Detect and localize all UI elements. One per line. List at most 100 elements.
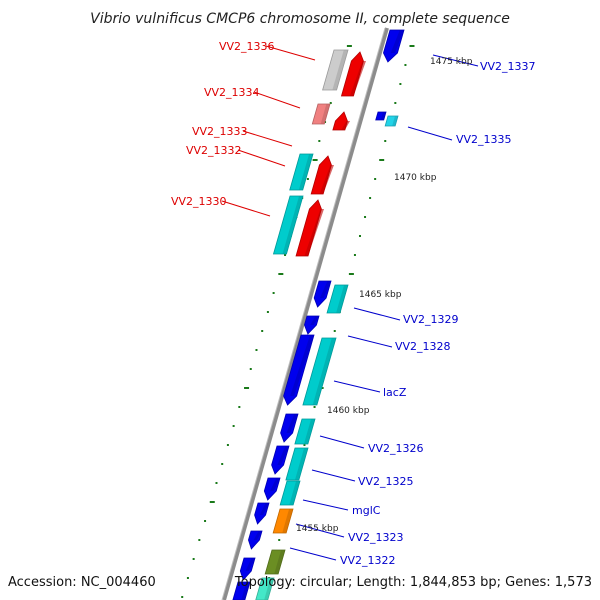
gene-blue-2-shade: [310, 316, 319, 325]
gene-blue-4: [271, 445, 290, 475]
gene-VV2_1323: [272, 508, 294, 534]
tick-mark: [272, 292, 275, 294]
callout-line: [319, 435, 365, 449]
callout-line: [295, 523, 345, 538]
gene-VV2_1328: [302, 337, 337, 406]
gene-VV2_1335-a: [375, 111, 387, 121]
gene-VV2_1330-shade: [304, 209, 324, 256]
callout-line: [333, 380, 381, 393]
chromosome-backbone-highlight: [221, 27, 386, 600]
gene-blue-4-shade: [277, 446, 289, 465]
gene-VV2_1330-blue-shade: [319, 281, 331, 298]
tick-mark: [209, 501, 215, 503]
callout-line: [311, 469, 356, 482]
gene-label-VV2_1333[interactable]: VV2_1333: [192, 125, 248, 138]
tick-mark: [313, 406, 316, 408]
gene-blue-3: [280, 413, 299, 443]
tick-mark: [329, 102, 332, 104]
gene-track: [232, 29, 405, 600]
tick-mark: [303, 444, 306, 446]
tick-mark: [399, 83, 402, 85]
gene-cyan-a-shade: [298, 154, 313, 190]
gene-label-VV2_1330[interactable]: VV2_1330: [171, 195, 227, 208]
gene-VV2_1330-blue: [313, 280, 332, 308]
gene-VV2_1336: [340, 51, 366, 97]
gene-VV2_1328-shade: [312, 338, 336, 405]
callout-line: [353, 307, 401, 321]
gene-cyan-b: [272, 195, 304, 255]
callout-line: [242, 130, 293, 147]
tick-mark: [255, 349, 258, 351]
tick-mark: [186, 577, 189, 579]
topology-text: Topology: circular; Length: 1,844,853 bp…: [234, 575, 592, 590]
gene-teal-bottom: [255, 577, 275, 600]
gene-VV2_1325-shade: [294, 448, 308, 480]
gene-blue-5-shade: [270, 478, 280, 491]
gene-VV2_1335-b: [384, 115, 399, 127]
tick-mark: [284, 254, 287, 256]
gene-label-VV2_1326[interactable]: VV2_1326: [368, 442, 424, 455]
gene-VV2_1334-shade: [320, 104, 330, 124]
callout-line: [221, 200, 271, 217]
scale-label-1475: 1475 kbp: [430, 57, 473, 67]
tick-mark: [261, 330, 264, 332]
callout-line: [237, 149, 286, 167]
scale-label-1470: 1470 kbp: [394, 173, 437, 183]
gene-blue-9-shade: [241, 582, 250, 600]
tick-mark: [278, 273, 284, 275]
gene-label-VV2_1332[interactable]: VV2_1332: [186, 144, 242, 157]
scale-label-1455: 1455 kbp: [296, 524, 339, 534]
gene-blue-6: [254, 502, 270, 525]
tick-mark: [333, 330, 336, 332]
gene-VV2_1332: [310, 155, 334, 195]
gene-label-VV2_1335[interactable]: VV2_1335: [456, 133, 512, 146]
gene-blue-9: [232, 581, 251, 600]
tick-mark: [306, 178, 309, 180]
gene-blue-3-shade: [286, 414, 298, 433]
gene-label-VV2_1336[interactable]: VV2_1336: [219, 40, 275, 53]
tick-mark: [346, 45, 352, 47]
gene-lacZ-blue-shade: [290, 335, 314, 396]
gene-label-VV2_1323[interactable]: VV2_1323: [348, 531, 404, 544]
accession-text: Accession: NC_004460: [8, 575, 156, 590]
gene-VV2_1330: [295, 199, 324, 257]
gene-VV2_1330-body: [295, 199, 322, 257]
gene-VV2_1336-body: [340, 51, 364, 97]
gene-label-VV2_1334[interactable]: VV2_1334: [204, 86, 260, 99]
gene-label-VV2_1322[interactable]: VV2_1322: [340, 554, 396, 567]
gene-VV2_1322: [264, 549, 286, 575]
gene-VV2_1332-shade: [319, 165, 334, 194]
gene-VV2_1335-a-shade: [380, 112, 386, 120]
gene-label-mglC[interactable]: mglC: [352, 504, 381, 517]
label-callouts: [221, 45, 479, 561]
gene-VV2_1333-body: [332, 111, 348, 131]
gene-VV2_1337: [383, 29, 405, 63]
gene-VV2_1333: [332, 111, 350, 131]
gene-blue-7-shade: [253, 531, 262, 540]
tick-mark: [384, 140, 387, 142]
gene-label-VV2_1329[interactable]: VV2_1329: [403, 313, 459, 326]
gene-mglC-shade: [289, 481, 300, 505]
tick-mark: [409, 45, 415, 47]
gene-cyan-b-shade: [282, 196, 303, 254]
gene-blue-2: [304, 315, 320, 335]
gene-VV2_1334: [311, 103, 331, 125]
tick-mark: [278, 539, 281, 541]
gene-label-lacZ[interactable]: lacZ: [383, 386, 407, 399]
tick-mark: [249, 368, 252, 370]
gene-label-VV2_1328[interactable]: VV2_1328: [395, 340, 451, 353]
gene-label-VV2_1325[interactable]: VV2_1325: [358, 475, 414, 488]
tick-mark: [348, 273, 354, 275]
gene-label-VV2_1337[interactable]: VV2_1337: [480, 60, 536, 73]
tick-mark: [369, 197, 372, 199]
callout-line: [253, 91, 301, 109]
gene-blue-5: [263, 477, 281, 501]
gene-VV2_1336-shade: [349, 61, 366, 96]
gene-VV2_1329: [326, 284, 349, 314]
gene-lacZ-blue: [283, 334, 315, 406]
tick-mark: [215, 482, 218, 484]
gene-VV2_1336-grey: [322, 49, 349, 91]
tick-mark: [221, 463, 224, 465]
callout-line: [302, 499, 349, 511]
